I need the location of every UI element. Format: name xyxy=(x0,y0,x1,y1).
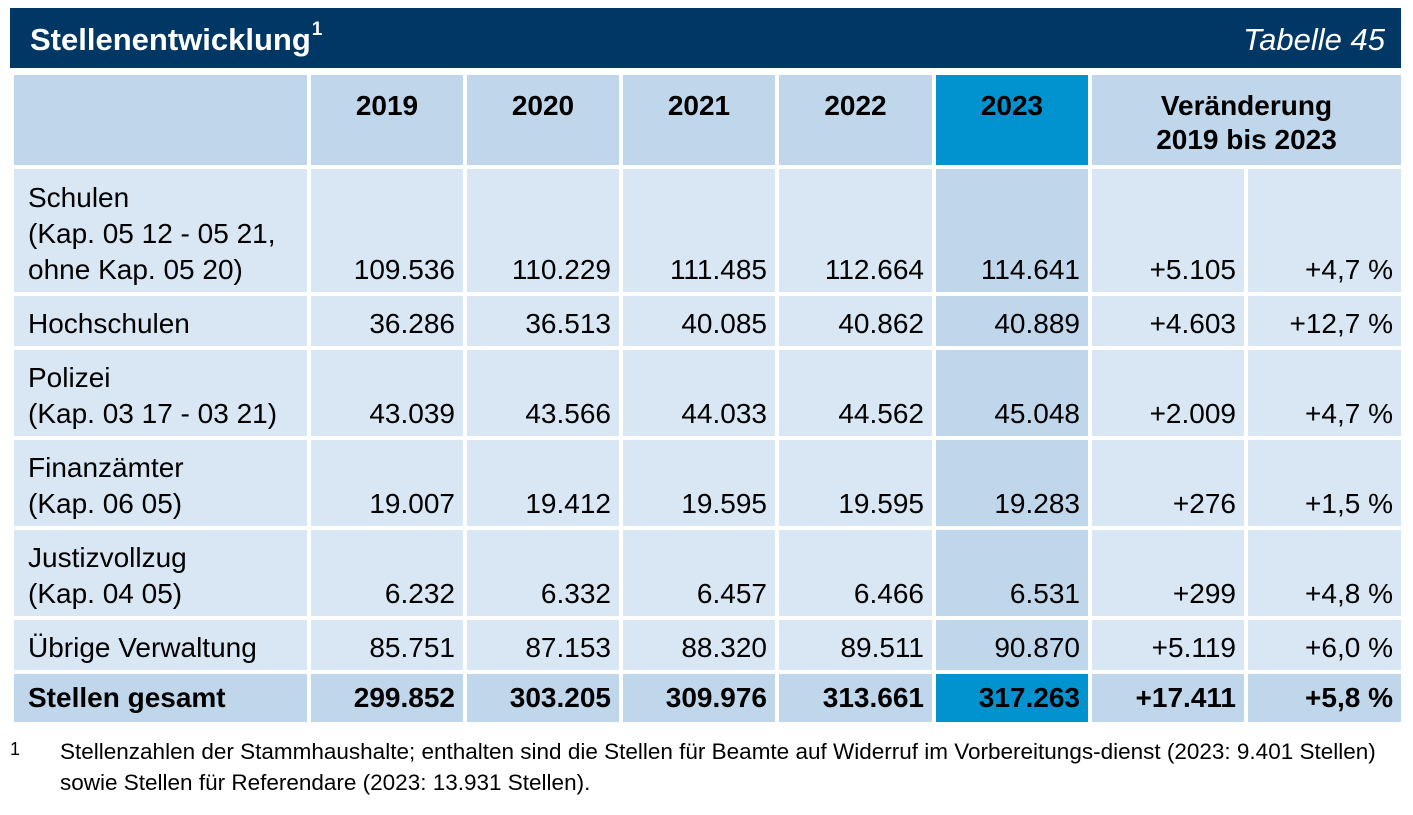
row-label-line: Finanzämter xyxy=(28,452,184,483)
value-cell-2022: 89.511 xyxy=(775,616,936,674)
value-cell-2021: 40.085 xyxy=(619,292,779,350)
row-label: Schulen (Kap. 05 12 - 05 21, ohne Kap. 05 … xyxy=(10,165,311,296)
value-cell-2020: 87.153 xyxy=(463,616,623,674)
row-label-line: (Kap. 04 05) xyxy=(28,578,183,609)
value-cell-2019: 36.286 xyxy=(307,292,467,350)
total-value-2021: 309.976 xyxy=(619,670,779,726)
row-label-line: Schulen xyxy=(28,182,130,213)
header-change-line2: 2019 bis 2023 xyxy=(1156,124,1337,155)
table-title: Stellenentwicklung1 xyxy=(30,19,323,58)
table-row: Polizei (Kap. 03 17 - 03 21) 43.039 43.566 4… xyxy=(10,346,1405,440)
value-cell-2021: 111.485 xyxy=(619,165,779,296)
change-percent-cell: +6,0 % xyxy=(1244,616,1405,674)
value-cell-2019: 43.039 xyxy=(307,346,467,440)
change-absolute-cell: +299 xyxy=(1088,526,1248,620)
value-cell-2022: 40.862 xyxy=(775,292,936,350)
change-percent-cell: +4,7 % xyxy=(1244,165,1405,296)
table-number: Tabelle 45 xyxy=(1243,22,1385,57)
row-label: Justizvollzug (Kap. 04 05) xyxy=(10,526,311,620)
header-year-2019: 2019 xyxy=(307,71,467,169)
value-cell-2019: 19.007 xyxy=(307,436,467,530)
total-change-percent: +5,8 % xyxy=(1244,670,1405,726)
row-label-line: Übrige Verwaltung xyxy=(28,632,257,663)
value-cell-2019: 6.232 xyxy=(307,526,467,620)
header-empty-cell xyxy=(10,71,311,169)
row-label-line: (Kap. 03 17 - 03 21) xyxy=(28,398,278,429)
total-value-2020: 303.205 xyxy=(463,670,623,726)
footnote: 1 Stellenzahlen der Stammhaushalte; enth… xyxy=(10,736,1405,798)
table-row: Schulen (Kap. 05 12 - 05 21, ohne Kap. 05 … xyxy=(10,165,1405,296)
value-cell-2020: 6.332 xyxy=(463,526,623,620)
value-cell-2020: 19.412 xyxy=(463,436,623,530)
change-absolute-cell: +5.105 xyxy=(1088,165,1248,296)
table-row: Justizvollzug (Kap. 04 05) 6.232 6.332 6.457… xyxy=(10,526,1405,620)
header-row: 2019 2020 2021 2022 2023 Veränderung 2019… xyxy=(10,71,1405,169)
value-cell-2022: 112.664 xyxy=(775,165,936,296)
value-cell-2020: 36.513 xyxy=(463,292,623,350)
total-change-absolute: +17.411 xyxy=(1088,670,1248,726)
value-cell-2023: 114.641 xyxy=(932,165,1092,296)
value-cell-2019: 109.536 xyxy=(307,165,467,296)
row-label: Hochschulen xyxy=(10,292,311,350)
value-cell-2021: 88.320 xyxy=(619,616,779,674)
title-bar: Stellenentwicklung1 Tabelle 45 xyxy=(10,8,1401,68)
change-percent-cell: +1,5 % xyxy=(1244,436,1405,530)
data-table: 2019 2020 2021 2022 2023 Veränderung 2019… xyxy=(10,71,1405,726)
total-value-2023: 317.263 xyxy=(932,670,1092,726)
row-label-line: Hochschulen xyxy=(28,308,190,339)
change-percent-cell: +4,7 % xyxy=(1244,346,1405,440)
row-label-line: (Kap. 06 05) xyxy=(28,488,183,519)
header-year-2021: 2021 xyxy=(619,71,779,169)
change-percent-cell: +12,7 % xyxy=(1244,292,1405,350)
value-cell-2021: 6.457 xyxy=(619,526,779,620)
value-cell-2021: 19.595 xyxy=(619,436,779,530)
row-label: Polizei (Kap. 03 17 - 03 21) xyxy=(10,346,311,440)
row-label-line: Justizvollzug xyxy=(28,542,187,573)
table-row: Finanzämter (Kap. 06 05) 19.007 19.412 19.59… xyxy=(10,436,1405,530)
header-year-2023: 2023 xyxy=(932,71,1092,169)
table-row: Hochschulen 36.286 36.513 40.085 40.862 40.88… xyxy=(10,292,1405,350)
total-label: Stellen gesamt xyxy=(10,670,311,726)
value-cell-2019: 85.751 xyxy=(307,616,467,674)
header-change: Veränderung 2019 bis 2023 xyxy=(1088,71,1405,169)
value-cell-2022: 6.466 xyxy=(775,526,936,620)
row-label: Übrige Verwaltung xyxy=(10,616,311,674)
value-cell-2023: 40.889 xyxy=(932,292,1092,350)
header-change-line1: Veränderung xyxy=(1160,90,1333,121)
footnote-text: Stellenzahlen der Stammhaushalte; enthal… xyxy=(60,739,1376,795)
value-cell-2021: 44.033 xyxy=(619,346,779,440)
table-row: Übrige Verwaltung 85.751 87.153 88.320 89.51… xyxy=(10,616,1405,674)
row-label-line: ohne Kap. 05 20) xyxy=(28,254,243,285)
value-cell-2023: 6.531 xyxy=(932,526,1092,620)
title-footnote-mark: 1 xyxy=(311,19,323,40)
table-title-text: Stellenentwicklung xyxy=(30,22,311,57)
change-percent-cell: +4,8 % xyxy=(1244,526,1405,620)
change-absolute-cell: +276 xyxy=(1088,436,1248,530)
value-cell-2022: 44.562 xyxy=(775,346,936,440)
total-row: Stellen gesamt 299.852 303.205 309.976 313.6… xyxy=(10,670,1405,726)
value-cell-2023: 19.283 xyxy=(932,436,1092,530)
total-value-2019: 299.852 xyxy=(307,670,467,726)
row-label-line: (Kap. 05 12 - 05 21, xyxy=(28,218,276,249)
value-cell-2022: 19.595 xyxy=(775,436,936,530)
row-label: Finanzämter (Kap. 06 05) xyxy=(10,436,311,530)
value-cell-2023: 45.048 xyxy=(932,346,1092,440)
value-cell-2023: 90.870 xyxy=(932,616,1092,674)
change-absolute-cell: +4.603 xyxy=(1088,292,1248,350)
value-cell-2020: 110.229 xyxy=(463,165,623,296)
total-value-2022: 313.661 xyxy=(775,670,936,726)
change-absolute-cell: +5.119 xyxy=(1088,616,1248,674)
header-year-2020: 2020 xyxy=(463,71,623,169)
footnote-mark: 1 xyxy=(10,739,21,759)
header-year-2022: 2022 xyxy=(775,71,936,169)
change-absolute-cell: +2.009 xyxy=(1088,346,1248,440)
row-label-line: Polizei xyxy=(28,362,111,393)
value-cell-2020: 43.566 xyxy=(463,346,623,440)
